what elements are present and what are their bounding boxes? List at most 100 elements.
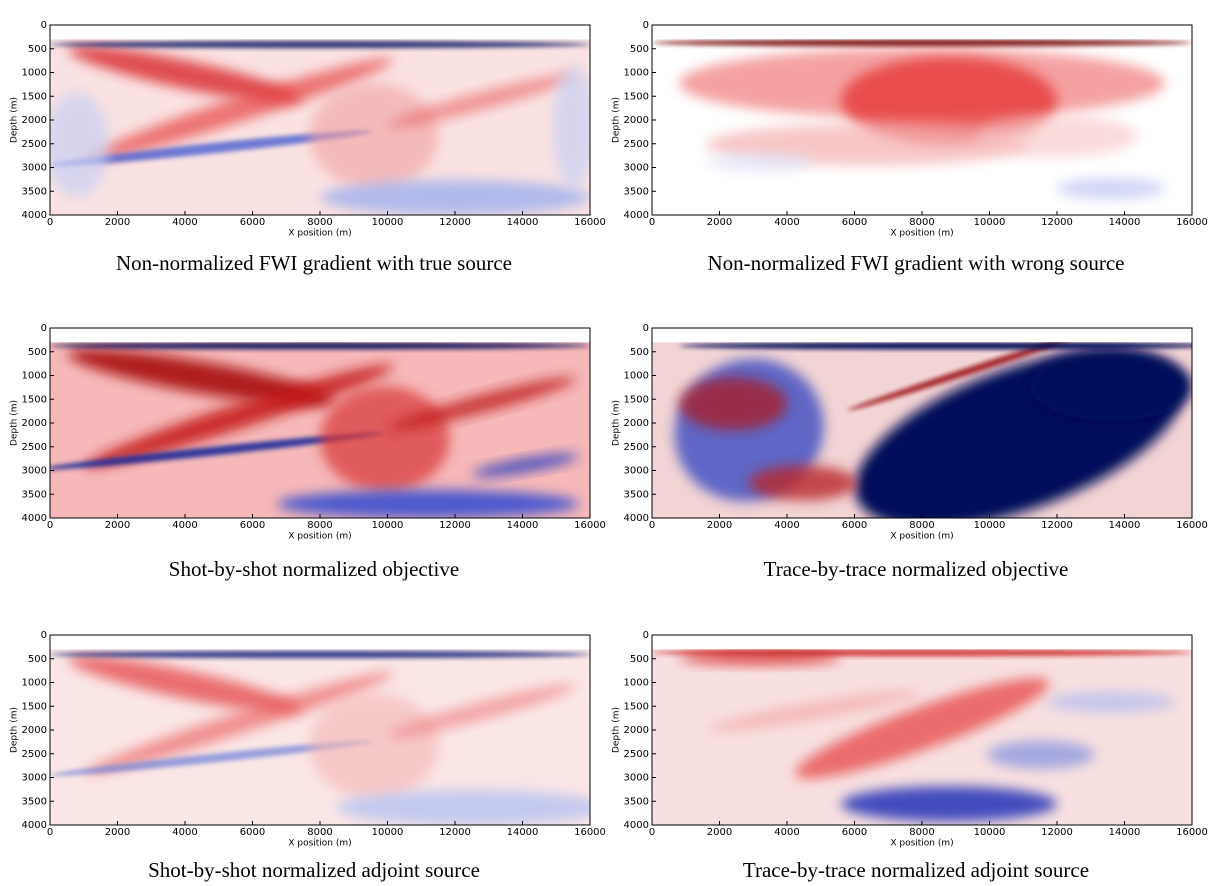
heatmap-blob — [1057, 178, 1165, 200]
heatmap-blob — [652, 39, 1192, 47]
y-tick-label: 2500 — [22, 442, 47, 453]
x-tick-label: 8000 — [909, 217, 934, 228]
x-tick-label: 14000 — [1109, 827, 1141, 838]
y-tick-label: 3500 — [624, 489, 649, 500]
y-tick-label: 2500 — [624, 139, 649, 150]
y-tick-label: 3500 — [22, 186, 47, 197]
heatmap-blob — [388, 684, 576, 738]
y-tick-label: 1500 — [22, 91, 47, 102]
x-axis-label: X position (m) — [288, 532, 351, 542]
heatmap-blob — [976, 114, 1138, 158]
y-tick-label: 0 — [41, 630, 47, 641]
y-tick-label: 3500 — [624, 186, 649, 197]
heatmap-blob — [336, 789, 590, 825]
y-tick-label: 2500 — [624, 749, 649, 760]
y-axis-label: Depth (m) — [612, 400, 622, 446]
heatmap-image — [652, 342, 1192, 518]
y-tick-label: 1000 — [22, 68, 47, 79]
x-tick-label: 12000 — [1041, 520, 1073, 531]
y-tick-label: 4000 — [624, 820, 649, 831]
y-tick-label: 3000 — [22, 773, 47, 784]
x-tick-label: 8000 — [909, 520, 934, 531]
x-tick-label: 6000 — [842, 520, 867, 531]
x-tick-label: 6000 — [240, 520, 265, 531]
x-tick-label: 8000 — [307, 217, 332, 228]
x-tick-label: 12000 — [439, 217, 471, 228]
panel: 0 2000 4000 6000 8000 10000 12000 14000 16000 0 50… — [612, 630, 1208, 882]
heatmap-blob — [68, 349, 335, 406]
x-tick-label: 8000 — [909, 827, 934, 838]
heatmap-blob — [552, 65, 590, 189]
y-tick-label: 1000 — [624, 68, 649, 79]
x-tick-label: 2000 — [707, 827, 732, 838]
y-tick-label: 1000 — [22, 678, 47, 689]
y-tick-label: 2500 — [22, 749, 47, 760]
x-tick-label: 12000 — [439, 827, 471, 838]
heatmap-blob — [68, 46, 302, 103]
y-tick-label: 4000 — [22, 210, 47, 221]
heatmap-blob — [652, 649, 1192, 657]
panel: 0 2000 4000 6000 8000 10000 12000 14000 16000 0 50… — [10, 20, 606, 275]
x-axis-label: X position (m) — [890, 229, 953, 239]
x-tick-label: 12000 — [1041, 827, 1073, 838]
heatmap-blob — [472, 453, 579, 477]
x-tick-label: 0 — [649, 217, 655, 228]
x-tick-label: 6000 — [240, 827, 265, 838]
x-tick-label: 4000 — [172, 520, 197, 531]
x-tick-label: 16000 — [574, 520, 606, 531]
x-tick-label: 0 — [47, 827, 53, 838]
y-tick-label: 3500 — [22, 489, 47, 500]
x-tick-label: 16000 — [574, 217, 606, 228]
heatmap-blob — [388, 377, 576, 431]
heatmap-blob — [707, 690, 921, 732]
y-tick-label: 3000 — [22, 466, 47, 477]
y-tick-label: 3000 — [624, 773, 649, 784]
x-tick-label: 10000 — [974, 217, 1006, 228]
x-tick-label: 2000 — [707, 520, 732, 531]
x-tick-label: 4000 — [774, 827, 799, 838]
heatmap-blob — [68, 656, 302, 713]
x-tick-label: 4000 — [172, 217, 197, 228]
panel: 0 2000 4000 6000 8000 10000 12000 14000 16000 0 50… — [612, 323, 1208, 581]
y-tick-label: 500 — [630, 654, 649, 665]
panel-caption: Shot-by-shot normalized adjoint source — [148, 858, 480, 882]
x-tick-label: 4000 — [774, 520, 799, 531]
x-tick-label: 6000 — [240, 217, 265, 228]
y-tick-label: 0 — [41, 323, 47, 334]
panel-caption: Trace-by-trace normalized adjoint source — [743, 858, 1089, 882]
heatmap-blob — [276, 489, 580, 518]
x-tick-label: 0 — [649, 520, 655, 531]
x-axis-label: X position (m) — [890, 532, 953, 542]
x-tick-label: 0 — [649, 827, 655, 838]
heatmap-blob — [794, 678, 1050, 779]
y-axis-label: Depth (m) — [10, 707, 20, 753]
y-tick-label: 500 — [630, 347, 649, 358]
y-tick-label: 500 — [28, 44, 47, 55]
panel: 0 2000 4000 6000 8000 10000 12000 14000 16000 0 50… — [10, 323, 606, 581]
panel: 0 2000 4000 6000 8000 10000 12000 14000 16000 0 50… — [10, 630, 606, 882]
y-tick-label: 1500 — [624, 91, 649, 102]
x-tick-label: 0 — [47, 520, 53, 531]
heatmap-image — [50, 39, 590, 215]
heatmap-blob — [50, 651, 590, 659]
heatmap-image — [50, 649, 590, 825]
heatmap-blob — [749, 465, 858, 501]
heatmap-image — [50, 342, 590, 518]
y-tick-label: 2000 — [22, 418, 47, 429]
x-tick-label: 4000 — [172, 827, 197, 838]
panel-caption: Non-normalized FWI gradient with true so… — [116, 251, 512, 275]
y-tick-label: 2000 — [22, 725, 47, 736]
x-tick-label: 2000 — [707, 217, 732, 228]
heatmap-blob — [50, 432, 384, 470]
heatmap-blob — [309, 693, 439, 799]
x-tick-label: 8000 — [307, 520, 332, 531]
heatmap-blob — [841, 786, 1057, 822]
heatmap-image — [652, 649, 1192, 825]
heatmap-blob — [679, 342, 1192, 350]
y-tick-label: 0 — [41, 20, 47, 31]
x-axis-label: X position (m) — [288, 229, 351, 239]
y-tick-label: 500 — [28, 347, 47, 358]
heatmap-blob — [706, 153, 814, 172]
heatmap-blob — [986, 740, 1095, 769]
